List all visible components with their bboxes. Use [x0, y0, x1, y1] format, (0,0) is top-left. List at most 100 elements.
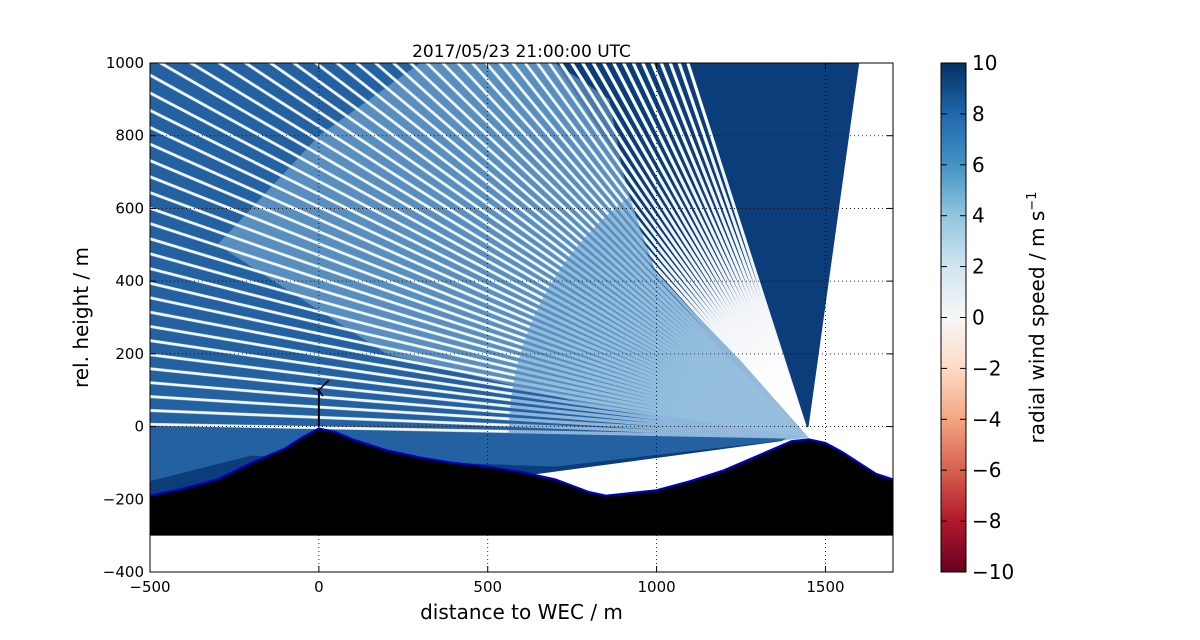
turbine-blade	[312, 387, 320, 391]
beam-lines-overlay	[150, 63, 718, 433]
beam-gap	[150, 282, 517, 371]
beam-gap	[150, 310, 515, 383]
beam-gap	[677, 63, 811, 439]
terrain-outline	[150, 427, 893, 497]
colorbar-tick-label: −4	[972, 407, 1001, 431]
x-tick-label: 1500	[806, 578, 844, 596]
y-tick-label: 200	[115, 345, 144, 363]
colorbar-tick-label: −2	[972, 356, 1001, 380]
beam-gap	[150, 367, 511, 408]
colorbar-tick-label: 10	[972, 51, 997, 75]
beam-gap	[150, 159, 533, 323]
beam-gap	[150, 222, 524, 346]
beam-gap	[601, 63, 810, 439]
beam-gap	[510, 63, 810, 439]
beam-gap	[391, 63, 587, 238]
beam-gap	[150, 126, 538, 311]
beam-gap	[558, 63, 810, 439]
beam-gap	[498, 63, 619, 207]
beam-gap	[441, 63, 600, 224]
x-axis: −500 0 500 1000 1500	[129, 63, 845, 596]
y-tick-label: −200	[103, 490, 144, 508]
beam-gap	[591, 63, 810, 439]
beam-gap	[535, 63, 810, 439]
beam-gap	[150, 109, 541, 306]
beam-gap	[580, 63, 810, 439]
beam-gap	[650, 63, 811, 439]
beam-gap	[268, 63, 564, 268]
beam-gap	[150, 252, 520, 359]
y-tick-label: 600	[115, 199, 144, 217]
beam-gap	[354, 63, 579, 247]
y-tick-label: −400	[103, 563, 144, 581]
y-tick-label: 400	[115, 272, 144, 290]
colorbar-tick-label: 4	[972, 204, 985, 228]
beam-gap	[150, 237, 522, 352]
beam-gap	[641, 63, 811, 439]
beam-gap	[484, 63, 614, 211]
beam-gap	[243, 63, 560, 273]
colorbar-label-text: radial wind speed / m s	[1025, 211, 1049, 444]
beam-gap	[621, 63, 811, 439]
beam-gap	[150, 339, 512, 396]
beam-gap	[150, 91, 544, 300]
y-tick-label: 1000	[106, 54, 144, 72]
axes-border	[149, 62, 894, 573]
axes-frame	[149, 62, 894, 573]
beam-gap	[659, 63, 811, 439]
x-tick-label: 500	[473, 578, 502, 596]
colorbar-tick-label: −6	[972, 458, 1001, 482]
plot-area	[150, 63, 893, 536]
colorbar-tick-label: 8	[972, 102, 985, 126]
beam-gap	[150, 325, 513, 389]
beam-gap	[150, 423, 509, 433]
beam-gap	[456, 63, 605, 220]
beam-gap	[291, 63, 567, 262]
beam-gap	[150, 206, 526, 340]
colorbar-tick-label: −10	[972, 560, 1014, 584]
beam-gap	[373, 63, 583, 243]
colorbar-tick-label: −8	[972, 509, 1001, 533]
beam-gap	[158, 63, 550, 289]
beam-gap	[569, 63, 810, 439]
beam-gap	[484, 63, 810, 439]
beam-gap	[216, 63, 556, 278]
y-axis: −400 −200 0 200 400 600 800 1000	[103, 54, 893, 581]
beam-gap	[150, 353, 512, 402]
colorbar-tick-label: 0	[972, 306, 985, 330]
beam-gap	[686, 63, 811, 438]
colorbar-label: radial wind speed / m s−1	[1025, 192, 1049, 444]
y-tick-label: 0	[134, 418, 144, 436]
colorbar: 10 8 6 4 2 0 −2 −4 −6 −8 −10	[940, 51, 1014, 584]
beam-gap	[150, 395, 510, 421]
beam-gap	[668, 63, 811, 439]
x-tick-label: 0	[314, 578, 324, 596]
beam-gap	[150, 142, 536, 317]
beam-gap	[408, 63, 591, 233]
turbine-blade	[318, 379, 330, 391]
beam-gap	[313, 63, 571, 257]
beam-gap	[334, 63, 575, 252]
x-tick-label: 1000	[637, 578, 675, 596]
beam-gap	[425, 63, 596, 229]
beam-gap	[547, 63, 810, 439]
beam-gap	[188, 63, 553, 283]
y-axis-label: rel. height / m	[69, 247, 93, 388]
beam-gap	[631, 63, 811, 439]
beam-gap	[150, 191, 528, 335]
beam-gap	[150, 381, 510, 414]
beam-gap	[523, 63, 810, 439]
beam-gap	[150, 267, 519, 365]
x-axis-label: distance to WEC / m	[420, 600, 623, 624]
beam-gap	[150, 175, 531, 329]
beam-gap	[470, 63, 609, 216]
grid-lines	[150, 63, 893, 572]
beam-gap	[150, 73, 547, 294]
y-tick-label: 800	[115, 127, 144, 145]
beam-gap	[150, 409, 509, 427]
chart-title: 2017/05/23 21:00:00 UTC	[412, 42, 631, 62]
beam-gap	[611, 63, 810, 439]
colorbar-tick-label: 6	[972, 153, 985, 177]
